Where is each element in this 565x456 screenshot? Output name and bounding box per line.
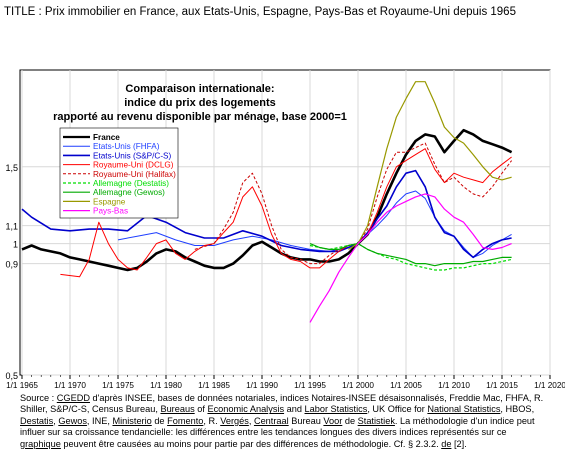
source-text: Voor [323, 415, 343, 426]
x-tick-label: 1/1 2005 [390, 381, 422, 390]
x-tick-label: 1/1 2010 [438, 381, 470, 390]
source-text: Shiller, S&P/C-S, Census Bureau, [20, 404, 161, 415]
source-text: Destatis [20, 415, 54, 426]
source-text: Vergés [220, 415, 249, 426]
source-text: , HBOS, [500, 404, 535, 415]
x-tick-label: 1/1 2020 [534, 381, 565, 390]
legend-label: Etats-Unis (S&P/C-S) [93, 151, 172, 160]
series-line-royaume-uni-dclg- [60, 148, 512, 278]
source-text: de [151, 415, 168, 426]
source-text: d'après INSEE, bases de données notarial… [89, 393, 544, 403]
series-line-espagne [348, 81, 512, 250]
source-text: Centraal [253, 415, 289, 426]
source-text: Statistiek [357, 415, 395, 426]
x-tick-label: 1/1 1965 [6, 381, 38, 390]
source-text: peuvent être causées au moins pour parti… [60, 438, 442, 449]
source-note: Source : CGEDD d'après INSEE, bases de d… [20, 393, 560, 450]
source-text: , [53, 415, 59, 426]
source-text: , INE, [86, 415, 113, 426]
x-tick-label: 1/1 2000 [342, 381, 374, 390]
chart-title-line: rapporté au revenu disponible par ménage… [53, 111, 347, 123]
x-tick-label: 1/1 1985 [198, 381, 230, 390]
source-text: Fomento [167, 415, 204, 426]
legend-label: Allemagne (Gewos) [93, 188, 165, 197]
series-line-allemagne-gewos- [309, 243, 512, 267]
chart-title: Comparaison internationale: indice du pri… [53, 83, 347, 123]
legend-box [59, 127, 179, 219]
source-text: Economic Analysis [207, 404, 285, 415]
x-tick-label: 1/1 1970 [54, 381, 86, 390]
source-text: de [441, 438, 452, 449]
legend-label: Pays-Bas [93, 207, 128, 216]
legend-label: Espagne [93, 197, 126, 206]
legend-label: Etats-Unis (FHFA) [93, 142, 160, 151]
y-tick-label: 1,1 [5, 222, 18, 232]
source-text: Ministerio [112, 415, 152, 426]
legend-label: France [93, 133, 120, 142]
legend-label: Royaume-Uni (DCLG) [93, 161, 174, 170]
page-title: TITLE : Prix immobilier en France, aux E… [4, 6, 516, 18]
axes-layer: 0,5 0,9 1 1,1 1,5 1/1 1965 1/1 1970 1/1 1975 1/1… [5, 163, 565, 390]
source-link[interactable]: CGEDD [56, 393, 90, 403]
chart: 0,5 0,9 1 1,1 1,5 1/1 1965 1/1 1970 1/1 1975 1/1… [5, 69, 565, 390]
series-line-pays-bas [309, 193, 512, 323]
y-tick-label: 0,9 [5, 260, 18, 270]
y-tick-label: 0,5 [5, 371, 18, 381]
source-text: , UK Office for [367, 404, 428, 415]
legend-label: Royaume-Uni (Halifax) [93, 170, 176, 179]
source-text: Source : [20, 393, 57, 403]
source-text: , [248, 415, 254, 426]
x-tick-label: 1/1 1975 [102, 381, 134, 390]
source-text: Bureau [288, 415, 324, 426]
source-text: graphique [20, 438, 61, 449]
series-line-france [21, 128, 513, 272]
source-text: Gewos [58, 415, 87, 426]
series-line-allemagne-destatis- [309, 243, 512, 271]
x-tick-label: 1/1 1980 [150, 381, 182, 390]
chart-title-line: indice du prix des logements [124, 97, 276, 109]
y-tick-label: 1 [13, 240, 18, 250]
source-text: . La méthodologie d'un indice peut [394, 415, 535, 426]
legend-label: Allemagne (Destatis) [93, 179, 169, 188]
source-text: Bureaus [160, 404, 195, 415]
x-tick-label: 1/1 1990 [246, 381, 278, 390]
source-text: [2]. [451, 438, 467, 449]
series-layer [21, 81, 513, 323]
y-tick-label: 1,5 [5, 163, 18, 173]
source-text: National Statistics [427, 404, 501, 415]
source-text: of [194, 404, 208, 415]
x-tick-label: 1/1 2015 [486, 381, 518, 390]
source-text: de [342, 415, 358, 426]
x-tick-label: 1/1 1995 [294, 381, 326, 390]
source-text: Labor Statistics [304, 404, 368, 415]
series-line-etats-unis-fhfa- [117, 190, 512, 258]
source-text: and [284, 404, 305, 415]
source-text: , R. [203, 415, 221, 426]
chart-title-line: Comparaison internationale: [125, 83, 274, 95]
source-text: influer sur sa croissance tendancielle: … [20, 427, 507, 438]
